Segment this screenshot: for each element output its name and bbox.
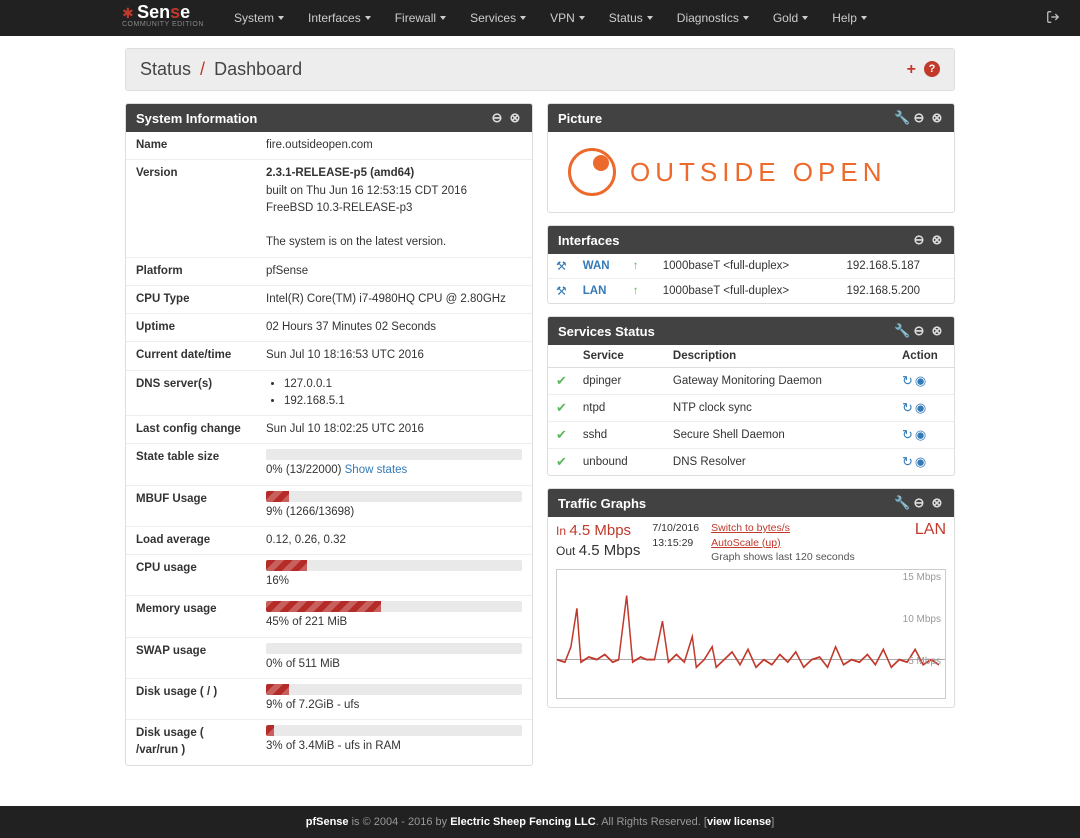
interfaces-panel: Interfaces ⊖ ⊗ ⚒WAN↑1000baseT <full-dupl…	[547, 225, 955, 304]
switch-bytes-link[interactable]: Switch to bytes/s	[711, 521, 855, 536]
picture-panel: Picture 🔧 ⊖ ⊗ OUTSIDE OPEN	[547, 103, 955, 213]
close-icon[interactable]: ⊗	[508, 110, 522, 126]
nav-item-gold[interactable]: Gold	[761, 11, 820, 25]
service-row: ✔dpingerGateway Monitoring Daemon↻◉	[548, 368, 954, 395]
interface-row: ⚒WAN↑1000baseT <full-duplex>192.168.5.18…	[548, 254, 954, 279]
table-row: Namefire.outsideopen.com	[126, 132, 532, 160]
table-row: Uptime02 Hours 37 Minutes 02 Seconds	[126, 314, 532, 342]
table-row: Load average0.12, 0.26, 0.32	[126, 526, 532, 554]
traffic-rates: In 4.5 Mbps Out 4.5 Mbps	[556, 521, 640, 560]
minimize-icon[interactable]: ⊖	[912, 323, 926, 339]
footer: pfSense is © 2004 - 2016 by Electric She…	[0, 806, 1080, 838]
help-icon[interactable]: ?	[924, 61, 940, 77]
service-row: ✔sshdSecure Shell Daemon↻◉	[548, 422, 954, 449]
nav-item-diagnostics[interactable]: Diagnostics	[665, 11, 761, 25]
breadcrumb: Status / Dashboard + ?	[125, 48, 955, 91]
table-row: Current date/timeSun Jul 10 18:16:53 UTC…	[126, 342, 532, 370]
nav-item-firewall[interactable]: Firewall	[383, 11, 458, 25]
restart-icon[interactable]: ↻	[902, 400, 913, 416]
minimize-icon[interactable]: ⊖	[912, 495, 926, 511]
minimize-icon[interactable]: ⊖	[912, 110, 926, 126]
close-icon[interactable]: ⊗	[930, 110, 944, 126]
stop-icon[interactable]: ◉	[915, 427, 926, 443]
view-license-link[interactable]: view license	[707, 816, 771, 828]
stop-icon[interactable]: ◉	[915, 373, 926, 389]
panel-title: Picture	[558, 111, 894, 126]
nav-item-help[interactable]: Help	[820, 11, 879, 25]
status-up-icon: ↑	[633, 260, 639, 272]
add-widget-icon[interactable]: +	[907, 61, 916, 79]
status-ok-icon: ✔	[556, 427, 567, 442]
table-row: Memory usage45% of 221 MiB	[126, 596, 532, 637]
minimize-icon[interactable]: ⊖	[912, 232, 926, 248]
wrench-icon[interactable]: 🔧	[894, 110, 908, 126]
stop-icon[interactable]: ◉	[915, 400, 926, 416]
minimize-icon[interactable]: ⊖	[490, 110, 504, 126]
table-row: SWAP usage0% of 511 MiB	[126, 637, 532, 678]
wrench-icon[interactable]: 🔧	[894, 323, 908, 339]
status-up-icon: ↑	[633, 285, 639, 297]
table-row: Version2.3.1-RELEASE-p5 (amd64)built on …	[126, 160, 532, 257]
status-ok-icon: ✔	[556, 373, 567, 388]
restart-icon[interactable]: ↻	[902, 373, 913, 389]
traffic-timestamp: 7/10/2016 13:15:29	[652, 521, 699, 550]
interface-row: ⚒LAN↑1000baseT <full-duplex>192.168.5.20…	[548, 279, 954, 304]
traffic-note: Graph shows last 120 seconds	[711, 551, 855, 563]
table-row: Last config changeSun Jul 10 18:02:25 UT…	[126, 416, 532, 444]
nav-item-status[interactable]: Status	[597, 11, 665, 25]
status-ok-icon: ✔	[556, 400, 567, 415]
outside-open-logo: OUTSIDE OPEN	[564, 148, 938, 196]
traffic-graph: 15 Mbps 10 Mbps 5 Mbps	[556, 569, 946, 699]
interface-link[interactable]: LAN	[583, 285, 607, 297]
wrench-icon[interactable]: 🔧	[894, 495, 908, 511]
service-row: ✔ntpdNTP clock sync↻◉	[548, 395, 954, 422]
navbar: ✱ Sense COMMUNITY EDITION SystemInterfac…	[0, 0, 1080, 36]
nav-item-system[interactable]: System	[222, 11, 296, 25]
table-row: State table size0% (13/22000) Show state…	[126, 444, 532, 485]
table-row: DNS server(s)127.0.0.1192.168.5.1	[126, 370, 532, 416]
close-icon[interactable]: ⊗	[930, 323, 944, 339]
table-row: CPU usage16%	[126, 555, 532, 596]
panel-title: Traffic Graphs	[558, 496, 894, 511]
autoscale-link[interactable]: AutoScale (up)	[711, 536, 855, 551]
stop-icon[interactable]: ◉	[915, 454, 926, 470]
logout-icon[interactable]	[1038, 10, 1068, 27]
table-row: CPU TypeIntel(R) Core(TM) i7-4980HQ CPU …	[126, 285, 532, 313]
sitemap-icon: ⚒	[556, 284, 567, 298]
status-ok-icon: ✔	[556, 454, 567, 469]
traffic-interface-label: LAN	[915, 521, 946, 539]
logo[interactable]: ✱ Sense COMMUNITY EDITION	[122, 2, 204, 28]
nav-item-interfaces[interactable]: Interfaces	[296, 11, 383, 25]
panel-title: Services Status	[558, 324, 894, 339]
traffic-panel: Traffic Graphs 🔧 ⊖ ⊗ In 4.5 Mbps Out 4.5…	[547, 488, 955, 708]
restart-icon[interactable]: ↻	[902, 454, 913, 470]
nav-item-vpn[interactable]: VPN	[538, 11, 597, 25]
table-row: Disk usage ( /var/run )3% of 3.4MiB - uf…	[126, 720, 532, 765]
services-panel: Services Status 🔧 ⊖ ⊗ ServiceDescription…	[547, 316, 955, 476]
close-icon[interactable]: ⊗	[930, 232, 944, 248]
service-row: ✔unboundDNS Resolver↻◉	[548, 449, 954, 476]
nav-item-services[interactable]: Services	[458, 11, 538, 25]
interface-link[interactable]: WAN	[583, 260, 610, 272]
close-icon[interactable]: ⊗	[930, 495, 944, 511]
show-states-link[interactable]: Show states	[345, 464, 408, 476]
table-row: PlatformpfSense	[126, 257, 532, 285]
page-title: Status / Dashboard	[140, 59, 302, 80]
system-info-panel: System Information ⊖ ⊗ Namefire.outsideo…	[125, 103, 533, 766]
sitemap-icon: ⚒	[556, 259, 567, 273]
panel-title: Interfaces	[558, 233, 912, 248]
table-row: MBUF Usage9% (1266/13698)	[126, 485, 532, 526]
table-row: Disk usage ( / )9% of 7.2GiB - ufs	[126, 678, 532, 719]
panel-title: System Information	[136, 111, 490, 126]
restart-icon[interactable]: ↻	[902, 427, 913, 443]
